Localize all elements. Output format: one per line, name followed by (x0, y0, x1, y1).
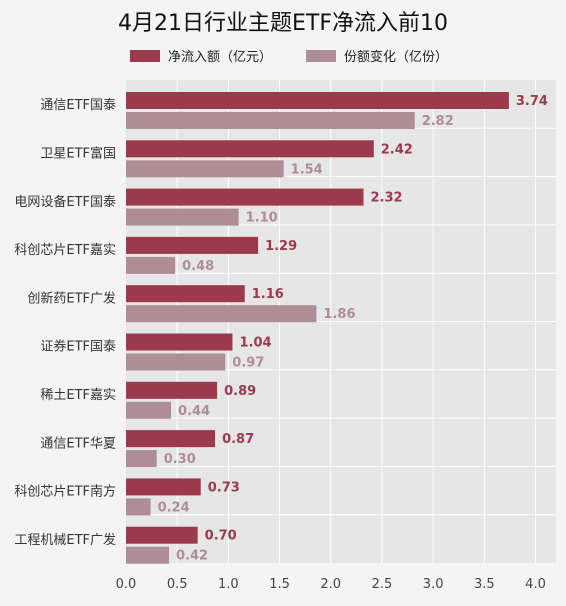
x-tick-label: 1.5 (269, 577, 290, 592)
x-tick-label: 2.0 (320, 577, 341, 592)
data-label-share-change: 0.30 (164, 452, 196, 467)
bar-net-inflow (126, 92, 509, 109)
x-tick-label: 0.5 (167, 577, 188, 592)
data-label-net-inflow: 3.74 (516, 94, 548, 109)
bars (126, 92, 509, 564)
x-tick-label: 3.0 (423, 577, 444, 592)
y-axis-labels: 通信ETF国泰卫星ETF富国电网设备ETF国泰科创芯片ETF嘉实创新药ETF广发… (14, 98, 116, 548)
x-tick-label: 3.5 (474, 577, 495, 592)
bar-net-inflow (126, 526, 198, 544)
data-label-net-inflow: 1.29 (265, 239, 297, 254)
data-label-share-change: 0.24 (158, 500, 190, 515)
data-label-net-inflow: 2.42 (381, 142, 413, 157)
data-label-share-change: 0.42 (176, 549, 208, 564)
data-label-share-change: 1.54 (291, 162, 323, 177)
data-label-share-change: 0.48 (182, 259, 214, 274)
bar-share-change (126, 256, 176, 274)
bar-share-change (126, 305, 317, 323)
x-axis-labels: 0.0 0.5 1.0 1.5 2.0 2.5 3.0 3.5 4.0 (116, 577, 546, 592)
y-category-label: 证券ETF国泰 (40, 339, 116, 355)
y-category-label: 稀土ETF嘉实 (40, 388, 116, 403)
y-category-label: 通信ETF华夏 (40, 436, 116, 451)
chart-title: 4月21日行业主题ETF净流入前10 (118, 11, 448, 36)
bar-net-inflow (126, 236, 259, 254)
y-category-label: 卫星ETF富国 (40, 145, 116, 161)
y-category-label: 工程机械ETF广发 (14, 532, 116, 548)
bar-net-inflow (126, 333, 233, 351)
bar-share-change (126, 353, 226, 371)
data-label-share-change: 1.10 (246, 211, 278, 226)
bar-net-inflow (126, 381, 218, 399)
data-label-net-inflow: 1.16 (252, 287, 284, 302)
x-tick-label: 4.0 (525, 577, 546, 592)
data-label-share-change: 0.97 (232, 356, 264, 371)
bar-share-change (126, 498, 151, 516)
x-tick-label: 0.0 (116, 577, 137, 592)
bar-share-change (126, 546, 169, 564)
x-tick-label: 1.0 (218, 577, 239, 592)
y-category-label: 通信ETF国泰 (40, 98, 116, 113)
data-label-net-inflow: 0.87 (222, 432, 254, 447)
bar-share-change (126, 401, 172, 419)
y-category-label: 科创芯片ETF南方 (14, 484, 116, 500)
y-category-label: 创新药ETF广发 (27, 290, 116, 306)
data-label-share-change: 0.44 (178, 404, 210, 419)
legend-label-net-inflow: 净流入额（亿元） (168, 50, 272, 65)
data-label-share-change: 1.86 (323, 307, 355, 322)
bar-net-inflow (126, 140, 374, 158)
data-label-net-inflow: 1.04 (239, 336, 271, 351)
data-label-share-change: 2.82 (422, 114, 454, 129)
bar-share-change (126, 112, 415, 129)
data-label-net-inflow: 0.73 (208, 480, 240, 495)
value-labels: 3.74 2.82 2.42 1.54 2.32 1.10 1.29 0.48 1.16 1.86… (158, 94, 548, 564)
bar-net-inflow (126, 478, 201, 496)
data-label-net-inflow: 0.70 (205, 529, 237, 544)
data-label-net-inflow: 0.89 (224, 384, 256, 399)
bar-net-inflow (126, 430, 216, 448)
data-label-net-inflow: 2.32 (371, 191, 403, 206)
bar-share-change (126, 160, 284, 178)
y-category-label: 科创芯片ETF嘉实 (14, 243, 116, 258)
legend: 净流入额（亿元） 份额变化（亿份） (130, 49, 448, 65)
bar-net-inflow (126, 188, 364, 206)
x-tick-label: 2.5 (372, 577, 393, 592)
y-category-label: 电网设备ETF国泰 (14, 194, 116, 210)
legend-label-share-change: 份额变化（亿份） (344, 49, 448, 65)
bar-share-change (126, 208, 239, 226)
legend-swatch-net-inflow (130, 50, 160, 62)
bar-share-change (126, 450, 157, 468)
legend-swatch-share-change (306, 50, 336, 62)
bar-net-inflow (126, 285, 245, 303)
